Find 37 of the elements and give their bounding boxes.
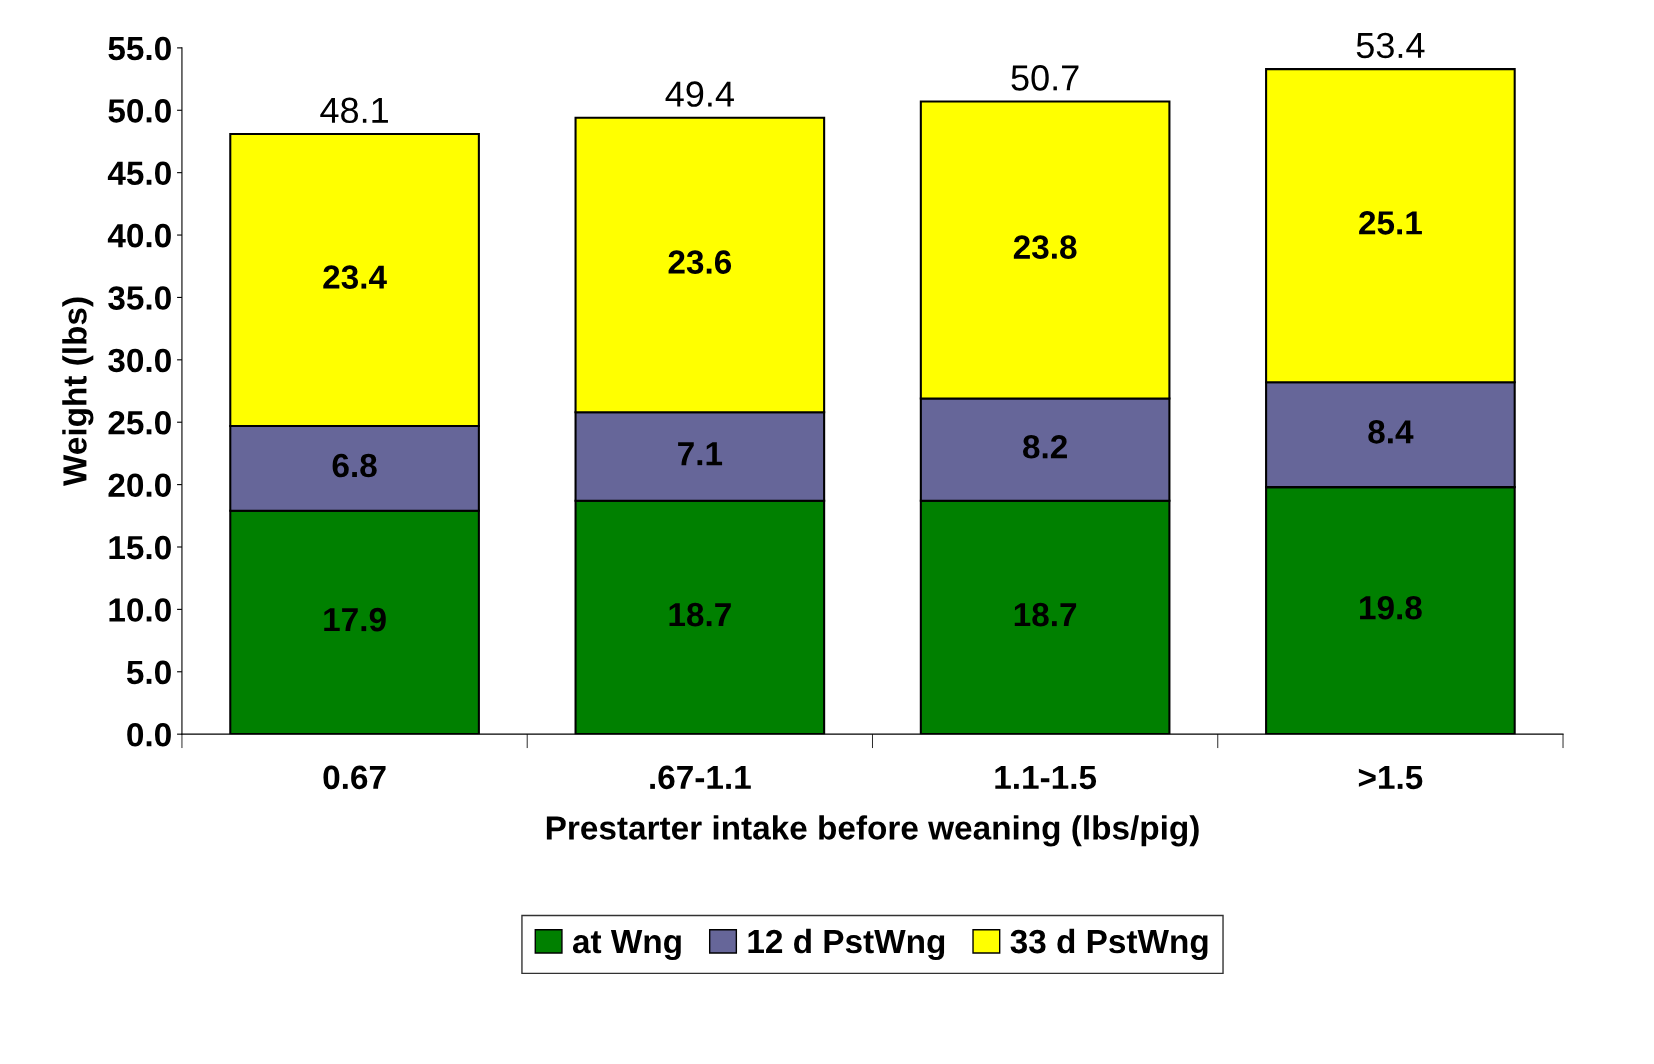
legend-label: 33 d PstWng — [1010, 928, 1208, 961]
total-label: 48.1 — [320, 97, 388, 124]
data-label: 23.8 — [1013, 235, 1077, 260]
y-tick-label: 10.0 — [109, 598, 171, 622]
x-tick-label: 0.67 — [323, 765, 386, 790]
x-tick-label: .67-1.1 — [650, 765, 751, 790]
data-label: 7.1 — [678, 442, 723, 466]
y-tick-label: 20.0 — [108, 473, 171, 498]
data-label: 17.9 — [324, 607, 386, 632]
y-tick-label: 5.0 — [126, 660, 171, 685]
y-tick-label: 0.0 — [127, 722, 171, 747]
legend-label: at Wng — [572, 930, 681, 961]
data-label: 6.8 — [332, 453, 377, 478]
x-axis-title: Prestarter intake before weaning (lbs/pig) — [546, 815, 1199, 847]
data-label: 25.1 — [1359, 211, 1422, 235]
y-tick-label: 45.0 — [107, 161, 171, 186]
y-tick-label: 55.0 — [108, 36, 171, 61]
data-label: 23.4 — [323, 265, 387, 289]
y-tick-label: 50.0 — [108, 99, 171, 123]
total-label: 49.4 — [665, 81, 734, 107]
data-label: 23.6 — [668, 250, 732, 274]
x-tick-label: >1.5 — [1358, 765, 1423, 790]
y-tick-label: 30.0 — [108, 348, 171, 373]
data-label: 18.7 — [1014, 602, 1077, 627]
data-label: 8.4 — [1368, 420, 1414, 444]
total-label: 53.4 — [1356, 32, 1425, 59]
y-tick-label: 35.0 — [108, 286, 171, 310]
data-label: 18.7 — [669, 602, 731, 627]
legend-label: 12 d PstWng — [748, 928, 945, 961]
data-label: 8.2 — [1023, 435, 1067, 459]
total-label: 50.7 — [1011, 65, 1079, 91]
data-label: 19.8 — [1360, 595, 1422, 620]
y-axis-title: Weight (lbs) — [62, 297, 94, 487]
y-tick-label: 40.0 — [107, 223, 171, 248]
x-tick-label: 1.1-1.5 — [995, 765, 1097, 790]
y-tick-label: 15.0 — [109, 535, 171, 560]
y-tick-label: 25.0 — [108, 411, 171, 435]
